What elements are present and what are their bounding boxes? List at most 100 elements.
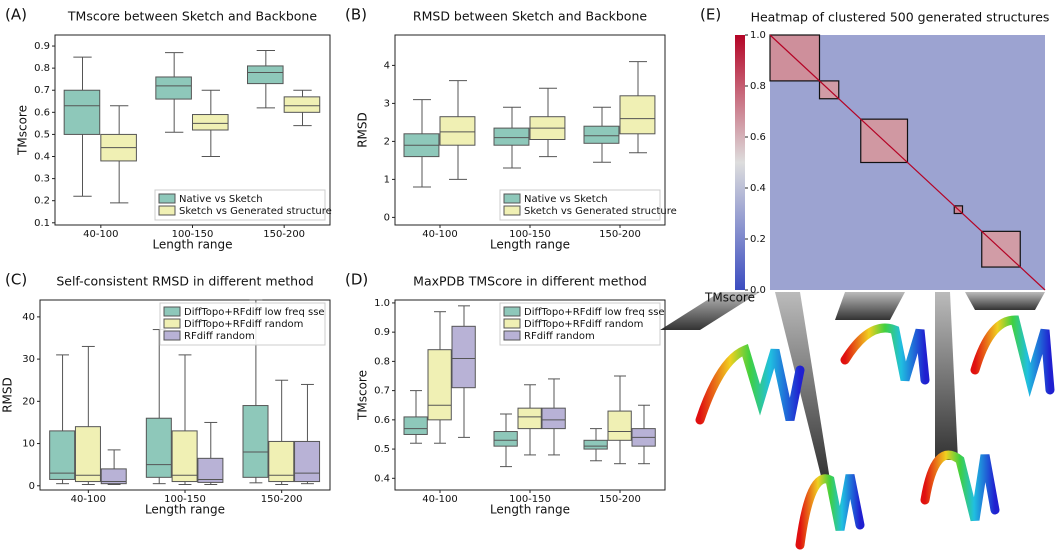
legend-label: Sketch vs Generated structure <box>179 206 332 217</box>
box <box>584 126 619 143</box>
y-tick-label: 30 <box>22 354 35 365</box>
x-tick-label: 150-200 <box>599 494 641 505</box>
chart-title: MaxPDB TMScore in different method <box>413 274 647 289</box>
y-tick-label: 40 <box>22 312 35 323</box>
y-axis-label: RMSD <box>1 377 15 413</box>
y-tick-label: 0.2 <box>34 196 50 207</box>
y-axis-label: RMSD <box>356 112 370 148</box>
connector <box>965 292 1045 310</box>
panel-label: (C) <box>5 271 27 289</box>
x-tick-label: 40-100 <box>422 229 457 240</box>
legend-label: DiffTopo+RFdiff low freq sse <box>184 307 325 318</box>
y-tick-label: 0.7 <box>374 386 390 397</box>
y-axis-label: TMscore <box>16 105 30 156</box>
x-tick-label: 150-200 <box>263 229 305 240</box>
legend-label: RFdiff random <box>524 331 595 342</box>
colorbar-label: TMscore <box>704 291 755 305</box>
y-tick-label: 2 <box>384 136 390 147</box>
y-tick-label: 0.1 <box>34 218 50 229</box>
panel-label: (D) <box>345 271 368 289</box>
legend-swatch <box>504 319 520 328</box>
y-tick-label: 0.4 <box>34 152 50 163</box>
box <box>193 115 229 130</box>
y-tick-label: 0.8 <box>34 63 50 74</box>
y-tick-label: 1.0 <box>374 298 390 309</box>
legend-swatch <box>504 206 520 215</box>
y-tick-label: 0.9 <box>34 41 50 52</box>
legend-label: Native vs Sketch <box>524 194 608 205</box>
colorbar-tick-label: 0.8 <box>750 81 766 92</box>
x-tick-label: 100-150 <box>172 229 214 240</box>
legend-swatch <box>159 206 175 215</box>
box <box>404 417 427 435</box>
box <box>284 97 320 112</box>
legend-label: DiffTopo+RFdiff random <box>184 319 303 330</box>
box <box>452 326 475 387</box>
structure-illustrations <box>660 292 1050 545</box>
figure: (A)TMscore between Sketch and BackboneLe… <box>0 0 1063 560</box>
colorbar-tick-label: 1.0 <box>750 30 766 41</box>
y-tick-label: 0.4 <box>374 473 390 484</box>
x-tick-label: 100-150 <box>509 229 551 240</box>
x-tick-label: 100-150 <box>164 494 206 505</box>
colorbar-tick-label: 0.2 <box>750 234 766 245</box>
box <box>494 128 529 145</box>
box <box>584 440 607 449</box>
y-tick-label: 0.5 <box>34 129 50 140</box>
panel-label: (A) <box>5 6 27 24</box>
chart-title: Heatmap of clustered 500 generated struc… <box>751 10 1050 25</box>
y-axis-label: TMscore <box>356 370 370 421</box>
y-tick-label: 0 <box>29 481 35 492</box>
connector <box>935 292 958 460</box>
legend-label: DiffTopo+RFdiff random <box>524 319 643 330</box>
legend-swatch <box>159 194 175 203</box>
x-tick-label: 150-200 <box>261 494 303 505</box>
chart-title: TMscore between Sketch and Backbone <box>67 9 317 24</box>
box <box>494 432 517 447</box>
box <box>50 431 75 480</box>
box <box>248 66 284 84</box>
y-tick-label: 4 <box>384 60 390 71</box>
y-tick-label: 0.7 <box>34 85 50 96</box>
y-tick-label: 0.6 <box>34 107 50 118</box>
box <box>172 431 197 482</box>
colorbar-tick-label: 0.4 <box>750 183 766 194</box>
chart-title: RMSD between Sketch and Backbone <box>413 9 647 24</box>
x-tick-label: 40-100 <box>71 494 106 505</box>
box <box>518 408 541 428</box>
protein-structure <box>700 320 1050 545</box>
legend-label: Native vs Sketch <box>179 194 263 205</box>
box <box>542 408 565 428</box>
chart-title: Self-consistent RMSD in different method <box>56 274 313 289</box>
box <box>64 90 100 134</box>
x-tick-label: 100-150 <box>509 494 551 505</box>
box <box>243 406 268 478</box>
y-tick-label: 1 <box>384 174 390 185</box>
y-tick-label: 0.6 <box>374 415 390 426</box>
y-tick-label: 0.3 <box>34 174 50 185</box>
colorbar-tick-label: 0.6 <box>750 132 766 143</box>
legend-swatch <box>164 307 180 316</box>
legend-swatch <box>504 331 520 340</box>
legend-label: DiffTopo+RFdiff low freq sse <box>524 307 665 318</box>
box <box>156 77 192 99</box>
y-tick-label: 20 <box>22 396 35 407</box>
colorbar <box>735 35 745 290</box>
legend-swatch <box>164 331 180 340</box>
y-tick-label: 3 <box>384 98 390 109</box>
legend-swatch <box>164 319 180 328</box>
x-tick-label: 150-200 <box>599 229 641 240</box>
box <box>608 411 631 440</box>
box <box>295 441 320 481</box>
legend-swatch <box>504 194 520 203</box>
legend-swatch <box>504 307 520 316</box>
box <box>428 350 451 420</box>
y-tick-label: 0.9 <box>374 327 390 338</box>
legend-label: Sketch vs Generated structure <box>524 206 677 217</box>
x-tick-label: 40-100 <box>83 229 118 240</box>
box <box>620 96 655 134</box>
y-tick-label: 10 <box>22 439 35 450</box>
y-tick-label: 0 <box>384 212 390 223</box>
panel-label: (B) <box>345 6 367 24</box>
box <box>198 458 223 482</box>
